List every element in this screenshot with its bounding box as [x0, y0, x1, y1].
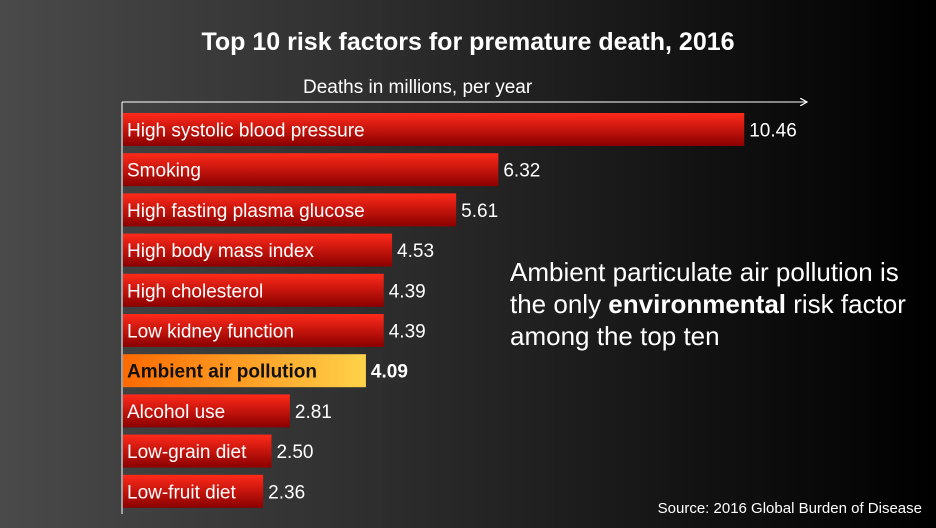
annotation-after: risk factor among the top ten	[510, 289, 906, 351]
bar-3	[123, 233, 393, 267]
value-label-1: 6.32	[503, 161, 540, 182]
chart-title: Top 10 risk factors for premature death,…	[201, 28, 735, 56]
value-label-3: 4.53	[397, 241, 434, 262]
category-label-3: High body mass index	[127, 241, 314, 262]
category-label-2: High fasting plasma glucose	[127, 201, 365, 222]
value-label-5: 4.39	[389, 322, 426, 343]
bar-1	[123, 153, 499, 187]
value-label-9: 2.36	[268, 482, 305, 503]
category-label-9: Low-fruit diet	[127, 482, 236, 503]
bar-0	[123, 113, 745, 146]
annotation-emphasis: environmental	[608, 289, 787, 319]
category-label-1: Smoking	[127, 161, 201, 182]
bars-group: High systolic blood pressure 10.46 Smoking…	[123, 113, 797, 508]
category-label-4: High cholesterol	[127, 281, 263, 302]
value-label-4: 4.39	[389, 281, 426, 302]
bar-7	[123, 394, 290, 428]
annotation-before: Ambient particulate air pollution is the…	[510, 257, 899, 319]
category-label-8: Low-grain diet	[127, 442, 247, 463]
value-label-7: 2.81	[295, 402, 332, 423]
category-label-6: Ambient air pollution	[127, 362, 317, 383]
value-label-8: 2.50	[276, 442, 313, 463]
category-label-0: High systolic blood pressure	[127, 121, 365, 142]
bar-4	[123, 273, 384, 307]
bar-8	[123, 434, 272, 468]
bar-2	[123, 193, 457, 227]
bar-5	[123, 314, 384, 347]
category-label-5: Low kidney function	[127, 322, 294, 343]
axis-label: Deaths in millions, per year	[303, 77, 533, 98]
bar-6	[123, 354, 366, 388]
value-label-2: 5.61	[461, 201, 498, 222]
value-label-6: 4.09	[371, 362, 408, 383]
source-note: Source: 2016 Global Burden of Disease	[657, 500, 922, 517]
category-label-7: Alcohol use	[127, 402, 225, 423]
value-label-0: 10.46	[749, 121, 797, 142]
annotation-text: Ambient particulate air pollution is the…	[510, 256, 910, 352]
bar-9	[123, 474, 264, 508]
